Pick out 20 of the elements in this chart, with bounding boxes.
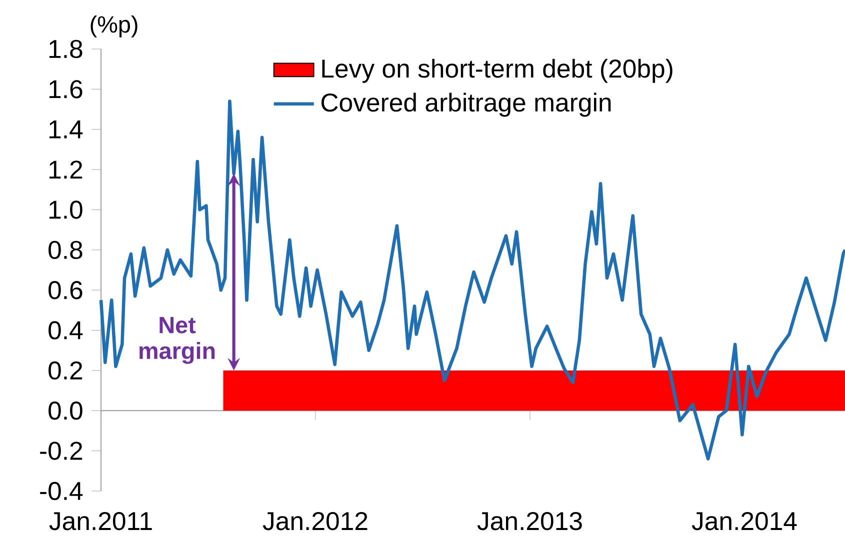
x-tick-label: Jan.2013: [477, 512, 582, 530]
legend-label: Levy on short-term debt (20bp): [322, 58, 672, 83]
y-tick-label: 0.4: [48, 321, 83, 340]
y-tick-label: -0.2: [40, 442, 82, 460]
y-tick-label: 0.0: [48, 402, 82, 420]
y-tick-label: 0.8: [48, 240, 82, 260]
y-axis-title: (%p): [90, 16, 138, 38]
y-tick-label: 0.2: [48, 361, 82, 380]
annotation: Net margin: [139, 317, 215, 364]
y-tick-label: 1.0: [50, 200, 82, 219]
y-tick-label: 1.2: [50, 160, 82, 179]
x-tick-label: Jan.2014: [692, 512, 797, 530]
y-tick-label: 1.8: [50, 40, 82, 58]
y-tick-label: 1.6: [50, 80, 82, 98]
legend-label: Covered arbitrage margin: [321, 92, 611, 117]
y-tick-label: 1.4: [50, 120, 83, 138]
x-tick-label: Jan.2012: [262, 512, 368, 530]
x-tick-label: Jan.2011: [49, 512, 152, 530]
y-tick-label: -0.4: [40, 482, 83, 500]
y-tick-label: 0.6: [48, 280, 82, 300]
